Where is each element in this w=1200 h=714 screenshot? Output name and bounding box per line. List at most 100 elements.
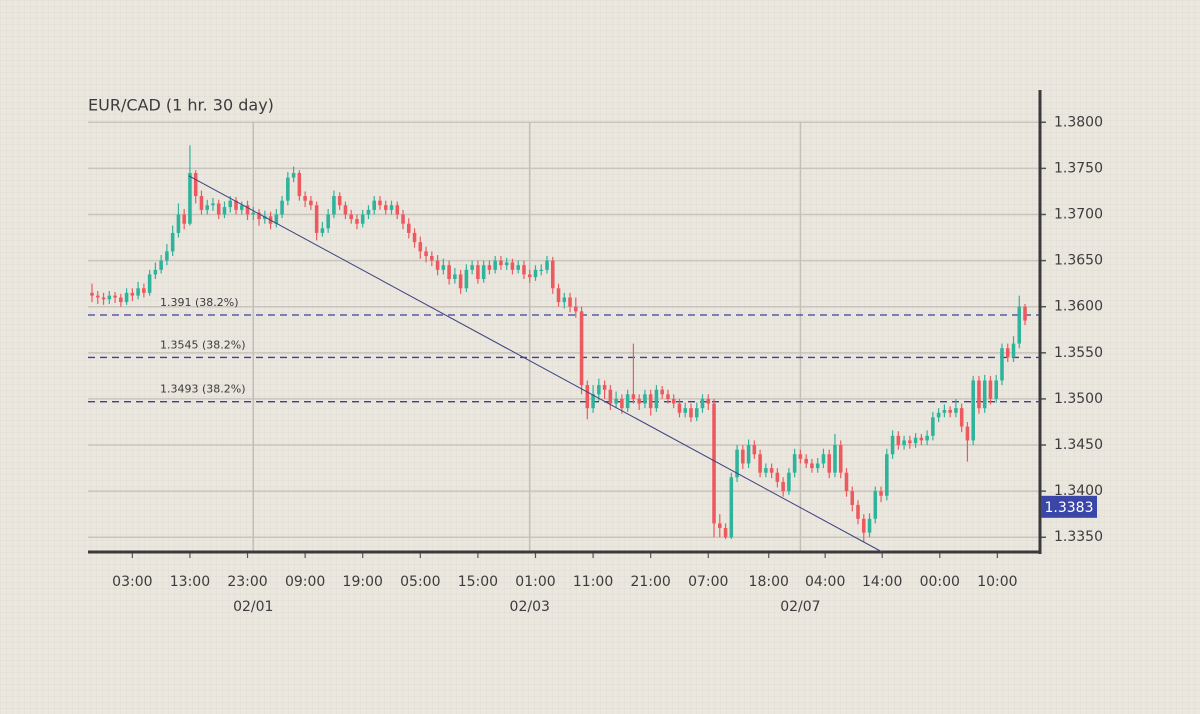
- candle-body: [591, 394, 595, 409]
- candle-body: [113, 295, 117, 298]
- y-tick-label: 1.3400: [1054, 483, 1103, 499]
- candle-body: [159, 260, 163, 270]
- candle-body: [729, 477, 734, 538]
- candle-body: [815, 463, 820, 469]
- candle-body: [741, 449, 745, 464]
- candle-body: [568, 297, 572, 307]
- candle-body: [510, 262, 515, 270]
- candle-body: [545, 260, 549, 270]
- candle-body: [263, 216, 267, 220]
- candle-body: [320, 228, 325, 233]
- y-tick-label: 1.3550: [1054, 345, 1103, 361]
- candle-body: [913, 437, 918, 444]
- x-tick-label: 18:00: [749, 574, 789, 590]
- candle-body: [810, 463, 814, 469]
- candle-body: [775, 472, 780, 482]
- candle-body: [257, 212, 261, 220]
- candle-body: [550, 260, 555, 289]
- fib-label: 1.391 (38.2%): [160, 296, 239, 309]
- x-tick-label: 11:00: [573, 574, 613, 590]
- candle-body: [625, 394, 630, 409]
- candle-body: [216, 203, 221, 215]
- candle-body: [873, 491, 878, 519]
- candle-body: [372, 200, 377, 210]
- y-tick-label: 1.3700: [1054, 206, 1103, 222]
- candle-body: [182, 214, 186, 224]
- candle-body: [867, 518, 872, 533]
- candle-body: [579, 311, 584, 386]
- y-tick-label: 1.3500: [1054, 391, 1103, 407]
- candle-body: [539, 269, 544, 272]
- y-tick-label: 1.3450: [1054, 437, 1103, 453]
- y-tick-label: 1.3350: [1054, 529, 1103, 545]
- candle-body: [602, 385, 607, 390]
- date-tick-label: 02/03: [510, 599, 550, 615]
- candle-body: [522, 265, 526, 275]
- candle-body: [631, 394, 636, 399]
- candle-body: [355, 219, 359, 224]
- x-tick-label: 10:00: [977, 574, 1017, 590]
- candle-body: [205, 205, 210, 210]
- candle-body: [1000, 348, 1004, 381]
- x-tick-label: 03:00: [112, 574, 152, 590]
- candle-body: [389, 205, 394, 210]
- candle-body: [314, 205, 319, 233]
- candle-body: [804, 458, 808, 464]
- candle-body: [689, 408, 693, 418]
- candle-body: [671, 398, 676, 404]
- x-tick-label: 04:00: [805, 574, 845, 590]
- candle-body: [228, 200, 233, 208]
- y-tick-label: 1.3800: [1054, 114, 1103, 130]
- x-tick-label: 19:00: [343, 574, 383, 590]
- candle-body: [712, 403, 716, 524]
- candle-body: [234, 200, 238, 210]
- candle-body: [176, 214, 181, 233]
- candle-body: [879, 491, 883, 496]
- candle-body: [107, 295, 112, 300]
- candle-body: [407, 223, 411, 233]
- candle-body: [562, 297, 567, 303]
- candle-body: [383, 205, 388, 210]
- candle-body: [637, 398, 641, 404]
- candle-body: [787, 472, 791, 492]
- candle-body: [758, 454, 762, 473]
- candle-body: [286, 177, 290, 201]
- candle-body: [303, 196, 307, 201]
- candle-body: [441, 265, 446, 270]
- candle-body: [476, 265, 480, 280]
- last-price-box: [1041, 495, 1097, 518]
- candle-body: [833, 445, 837, 473]
- x-tick-label: 00:00: [920, 574, 960, 590]
- candle-body: [861, 518, 866, 533]
- candle-body: [908, 440, 912, 444]
- y-tick-label: 1.3650: [1054, 253, 1103, 269]
- candle-body: [919, 437, 924, 441]
- candle-body: [977, 380, 981, 409]
- candle-body: [723, 528, 728, 538]
- candle-body: [885, 454, 889, 496]
- candle-body: [666, 394, 670, 399]
- candle-body: [395, 205, 400, 215]
- x-tick-label: 14:00: [862, 574, 902, 590]
- candle-body: [280, 200, 284, 215]
- candle-body: [597, 385, 601, 395]
- candle-body: [245, 205, 250, 215]
- candle-body: [251, 212, 256, 215]
- candle-body: [447, 265, 451, 280]
- candle-body: [850, 491, 855, 505]
- candle-body: [746, 445, 751, 464]
- candle-body: [769, 468, 774, 473]
- y-tick-label: 1.3750: [1054, 160, 1103, 176]
- candle-body: [222, 207, 227, 215]
- candle-body: [199, 196, 204, 210]
- fib-label: 1.3545 (38.2%): [160, 338, 246, 351]
- candle-body: [136, 288, 140, 296]
- x-tick-label: 07:00: [688, 574, 728, 590]
- candle-body: [147, 274, 152, 293]
- candle-body: [948, 409, 952, 413]
- candle-body: [654, 389, 659, 409]
- candle-body: [574, 306, 578, 312]
- fib-label: 1.3493 (38.2%): [160, 383, 246, 396]
- candle-body: [188, 172, 192, 224]
